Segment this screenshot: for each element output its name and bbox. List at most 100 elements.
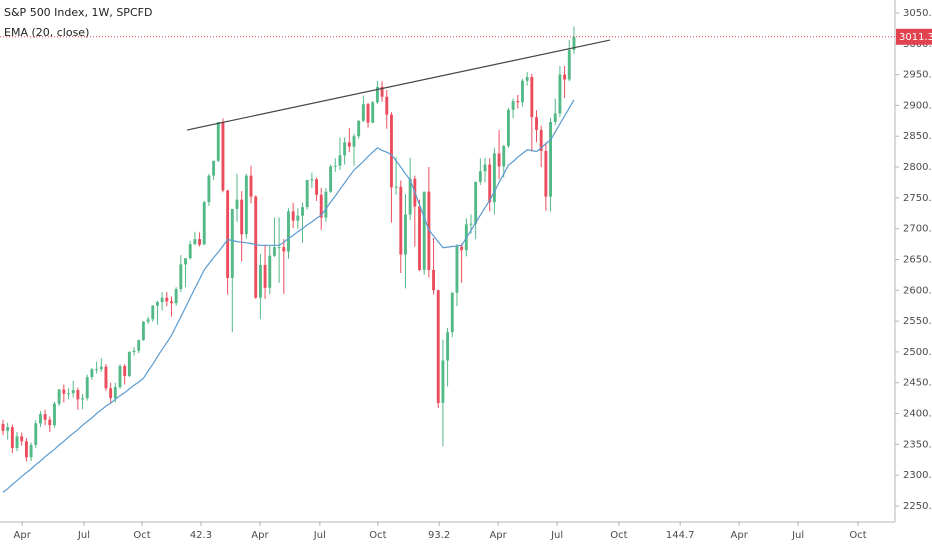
candle-body (371, 102, 375, 123)
candle-body (34, 423, 38, 445)
x-tick-label: 42.3 (190, 530, 212, 541)
candle-body (488, 164, 492, 203)
candle-body (502, 146, 506, 167)
x-tick-label: Oct (133, 530, 150, 541)
candle-body (549, 122, 553, 197)
candle-body (272, 247, 276, 256)
y-tick-label: 2400.0 (903, 409, 932, 420)
last-price-label: 3011.3 (899, 32, 932, 43)
candle-body (385, 96, 389, 115)
x-tick-label: Jul (550, 530, 563, 541)
candle-body (422, 191, 426, 270)
candle-body (179, 264, 183, 290)
candle-body (170, 301, 173, 304)
y-tick-label: 2850.0 (903, 131, 932, 142)
x-tick-label: Apr (489, 530, 507, 541)
candle-body (10, 427, 14, 449)
candle-body (506, 109, 510, 147)
y-tick-label: 2900.0 (903, 100, 932, 111)
candle-body (535, 117, 538, 131)
candle-body (380, 86, 384, 97)
x-tick-label: 93.2 (428, 530, 450, 541)
y-tick-label: 2350.0 (903, 439, 932, 450)
candle-body (165, 297, 169, 302)
x-tick-label: Jul (791, 530, 804, 541)
candle-body (432, 269, 436, 291)
candle-body (525, 77, 529, 81)
y-tick-label: 2450.0 (903, 378, 932, 389)
candle-body (296, 215, 300, 221)
candle-body (361, 104, 365, 121)
candle-body (404, 214, 407, 255)
candle-body (511, 101, 515, 110)
candle-body (113, 387, 117, 399)
candle-body (118, 366, 122, 388)
candle-body (389, 114, 393, 188)
candle-body (347, 142, 351, 147)
candle-body (258, 265, 262, 298)
x-tick-label: Oct (369, 530, 386, 541)
candle-body (99, 366, 103, 370)
candle-body (333, 165, 337, 167)
candle-body (483, 164, 487, 172)
candle-body (287, 211, 290, 252)
candle-body (132, 350, 136, 352)
y-tick-label: 3050.0 (903, 8, 932, 19)
candle-body (492, 153, 496, 203)
candle-body (324, 191, 328, 218)
candle-body (469, 223, 473, 225)
candle-body (441, 360, 445, 404)
candle-body (305, 179, 309, 208)
candle-body (202, 202, 206, 245)
candle-body (174, 289, 178, 304)
candle-body (567, 49, 571, 80)
chart-title: S&P 500 Index, 1W, SPCFD (4, 6, 152, 19)
candle-body (207, 175, 211, 203)
x-tick-label: Oct (849, 530, 866, 541)
candle-body (216, 122, 220, 161)
candle-body (530, 77, 534, 118)
candle-body (539, 130, 543, 151)
candle-body (20, 436, 24, 442)
candle-body (104, 366, 108, 389)
candle-body (81, 398, 85, 400)
candle-body (137, 340, 141, 351)
x-tick-label: Apr (731, 530, 749, 541)
candle-body (544, 150, 548, 197)
ema-line (2, 99, 575, 493)
y-tick-label: 2950.0 (903, 70, 932, 81)
candle-body (244, 175, 248, 235)
candle-body (263, 265, 267, 288)
trend-line (186, 39, 611, 131)
indicator-label: EMA (20, close) (4, 26, 89, 39)
candle-body (155, 301, 159, 306)
candle-body (343, 142, 347, 156)
y-tick-label: 2800.0 (903, 162, 932, 173)
y-tick-label: 2700.0 (903, 224, 932, 235)
x-tick-label: Jul (313, 530, 326, 541)
candle-body (315, 179, 319, 195)
candle-body (221, 122, 225, 191)
candle-body (301, 207, 304, 216)
candle-body (212, 160, 216, 176)
y-tick-label: 2250.0 (903, 501, 932, 512)
candle-body (127, 351, 131, 376)
candle-body (460, 246, 464, 251)
candle-body (141, 321, 145, 341)
candle-body (38, 414, 42, 424)
candle-body (474, 181, 478, 224)
candle-body (450, 292, 454, 333)
y-tick-label: 2500.0 (903, 347, 932, 358)
candle-body (516, 101, 520, 103)
candle-body (436, 290, 440, 404)
x-tick-label: Oct (610, 530, 627, 541)
candle-body (15, 436, 19, 449)
candle-body (319, 194, 323, 218)
candle-body (357, 120, 361, 137)
candle-body (553, 113, 557, 123)
candle-body (418, 206, 421, 270)
candle-body (572, 36, 576, 50)
candle-body (57, 389, 61, 404)
candle-body (146, 319, 150, 322)
